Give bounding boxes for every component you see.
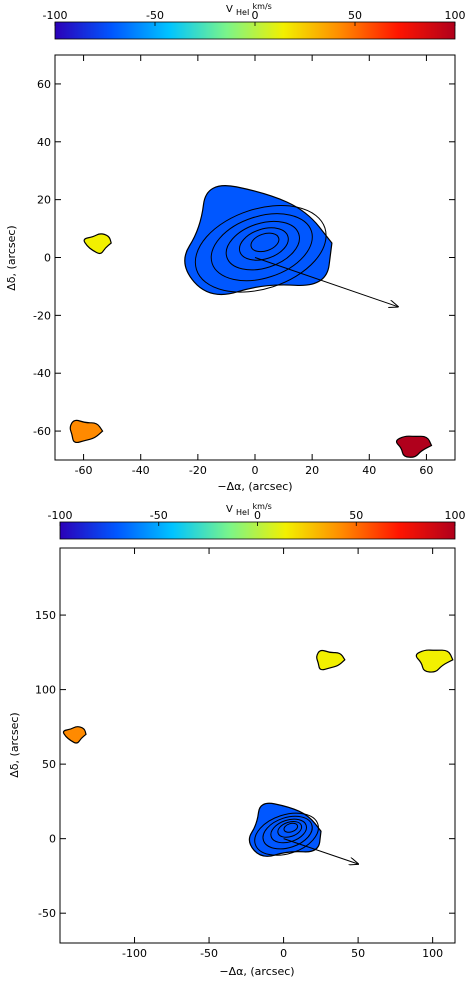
x-tick-label: -50 xyxy=(200,947,218,960)
emission-region xyxy=(83,233,112,255)
colorbar-tick-label: 0 xyxy=(252,9,259,22)
colorbar-title: V HeI km/s xyxy=(226,2,272,18)
contour-line xyxy=(194,205,327,293)
contour-line xyxy=(238,227,289,261)
y-tick-label: 0 xyxy=(49,833,56,846)
emission-region xyxy=(62,726,87,744)
y-tick-label: -50 xyxy=(38,907,56,920)
emission-region xyxy=(248,802,322,857)
x-tick-label: -20 xyxy=(189,464,207,477)
colorbar-tick-label: 100 xyxy=(445,509,466,522)
x-tick-label: -60 xyxy=(75,464,93,477)
y-axis-label: Δδ, (arcsec) xyxy=(8,712,21,777)
x-tick-label: 0 xyxy=(252,464,259,477)
contour-line xyxy=(254,812,319,856)
x-axis-label: −Δα, (arcsec) xyxy=(217,480,292,493)
contour-line xyxy=(283,822,299,833)
y-tick-label: 50 xyxy=(42,758,56,771)
contour-line xyxy=(225,220,300,271)
colorbar-tick-label: -100 xyxy=(48,509,73,522)
x-tick-label: 40 xyxy=(362,464,376,477)
contour-line xyxy=(277,821,303,838)
contour-line xyxy=(262,815,313,850)
x-axis-ticks: -100 -50 0 50 100 xyxy=(122,548,443,960)
intensity-contours xyxy=(194,205,327,293)
x-axis-ticks: -60 -40 -20 0 20 40 60 xyxy=(75,55,433,477)
y-tick-label: 150 xyxy=(35,609,56,622)
x-tick-label: 100 xyxy=(422,947,443,960)
emission-region xyxy=(395,435,433,458)
emission-regions xyxy=(62,649,454,857)
y-tick-label: -60 xyxy=(33,425,51,438)
colorbar-tick-label: -50 xyxy=(146,9,164,22)
y-tick-label: -40 xyxy=(33,367,51,380)
x-tick-label: 50 xyxy=(351,947,365,960)
y-tick-label: 20 xyxy=(37,194,51,207)
colorbar-tick-label: 0 xyxy=(254,509,261,522)
y-axis-ticks: 60 40 20 0 -20 -40 -60 xyxy=(33,78,455,438)
y-tick-label: 0 xyxy=(44,252,51,265)
colorbar-title: V HeI km/s xyxy=(226,502,272,518)
y-tick-label: 100 xyxy=(35,684,56,697)
velocity-map-top: V HeI km/s -100 -50 0 50 100 -60 -40 -20 0 20 40 6… xyxy=(5,2,466,493)
contour-line xyxy=(210,213,313,282)
emission-region xyxy=(415,649,454,673)
colorbar-tick-label: 100 xyxy=(445,9,466,22)
colorbar-tick-label: 50 xyxy=(348,9,362,22)
y-tick-label: 40 xyxy=(37,136,51,149)
emission-regions xyxy=(69,185,433,458)
x-axis-label: −Δα, (arcsec) xyxy=(219,965,294,978)
emission-region xyxy=(184,185,333,296)
x-tick-label: 60 xyxy=(419,464,433,477)
contour-line xyxy=(250,232,280,253)
direction-arrow xyxy=(254,257,398,307)
y-axis-ticks: 150 100 50 0 -50 xyxy=(35,609,455,920)
colorbar-tick-label: -100 xyxy=(43,9,68,22)
colorbar-ticks: -100 -50 0 50 100 xyxy=(43,9,466,26)
x-tick-label: 0 xyxy=(280,947,287,960)
colorbar-tick-label: -50 xyxy=(150,509,168,522)
colorbar-ticks: -100 -50 0 50 100 xyxy=(48,509,466,526)
x-tick-label: -100 xyxy=(122,947,147,960)
emission-region xyxy=(316,649,346,671)
colorbar-tick-label: 50 xyxy=(349,509,363,522)
y-axis-label: Δδ, (arcsec) xyxy=(5,225,18,290)
colorbar-bottom: V HeI km/s -100 -50 0 50 100 xyxy=(48,502,466,540)
direction-arrow xyxy=(283,838,359,864)
x-tick-label: -40 xyxy=(132,464,150,477)
colorbar-top: V HeI km/s -100 -50 0 50 100 xyxy=(43,2,466,40)
y-tick-label: -20 xyxy=(33,309,51,322)
x-tick-label: 20 xyxy=(305,464,319,477)
plot-area xyxy=(59,547,456,944)
velocity-map-bottom: V HeI km/s -100 -50 0 50 100 -100 -50 0 50 100 1… xyxy=(8,502,466,978)
y-tick-label: 60 xyxy=(37,78,51,91)
emission-region xyxy=(69,419,104,444)
